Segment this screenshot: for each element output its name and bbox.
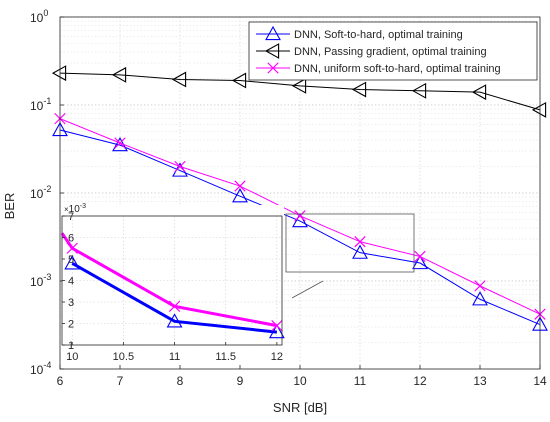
- legend-entry-dnn-uniform-soft-to-hard-optimal-training: DNN, uniform soft-to-hard, optimal train…: [256, 62, 501, 75]
- series-layer: [51, 65, 548, 331]
- inset-data-point: [168, 300, 181, 312]
- inset-series-dnn-soft-to-hard-optimal-training: [64, 255, 285, 339]
- zoom-connector-line: [291, 280, 324, 299]
- data-point: [351, 81, 367, 98]
- data-point: [231, 72, 247, 89]
- legend-label: DNN, Soft-to-hard, optimal training: [294, 29, 463, 41]
- x-tick-label: 11: [354, 374, 367, 388]
- legend-box: [248, 21, 538, 81]
- y-axis-label: BER: [2, 193, 17, 220]
- y-tick-label: 10-1: [30, 96, 51, 113]
- legend-marker: [267, 62, 279, 74]
- data-point: [292, 212, 308, 228]
- data-point: [354, 235, 366, 248]
- x-tick-label: 9: [237, 374, 244, 388]
- data-point: [531, 101, 547, 118]
- legend: DNN, Soft-to-hard, optimal training DNN, …: [248, 21, 538, 81]
- y-tick-label: 10-4: [30, 360, 51, 377]
- x-axis-label: SNR [dB]: [273, 400, 327, 415]
- inset-y-tick-label: 7: [68, 211, 74, 223]
- x-tick-label: 10: [293, 374, 307, 388]
- data-point: [174, 160, 186, 173]
- inset-x-tick-label: 10.5: [113, 351, 134, 363]
- legend-entry-dnn-passing-gradient-optimal-training: DNN, Passing gradient, optimal training: [256, 43, 487, 59]
- legend-label: DNN, uniform soft-to-hard, optimal train…: [294, 63, 501, 75]
- data-point: [234, 180, 246, 192]
- inset-multiplier: ×10-3: [64, 203, 86, 215]
- y-tick-label: 10-2: [30, 184, 51, 201]
- data-point: [294, 210, 306, 222]
- x-tick-label: 8: [177, 374, 184, 388]
- series-line: [59, 72, 541, 111]
- x-tick-label: 6: [57, 374, 64, 388]
- y-tick-label: 10-3: [30, 272, 51, 289]
- data-point: [111, 66, 127, 83]
- inset-data-point: [268, 323, 285, 339]
- inset-data-point: [166, 313, 183, 328]
- inset-data-point: [271, 319, 283, 332]
- inset-x-tick-label: 11: [169, 351, 180, 363]
- inset-y-tick-label: 2: [68, 319, 74, 331]
- x-tick-label: 14: [533, 374, 547, 388]
- inset-y-tick-labels: 1 2 3 4 5 6 7: [62, 211, 74, 352]
- inset-y-tick-label: 4: [68, 276, 74, 288]
- series-dnn-passing-gradient-optimal-training: [51, 65, 547, 118]
- inset-y-tick-label: 3: [68, 297, 74, 309]
- legend-marker: [265, 25, 281, 41]
- data-point: [51, 65, 67, 82]
- x-tick-labels: 6 7 8 9 10 11 12 13 14: [57, 365, 547, 388]
- inset-y-tick-label: 6: [68, 233, 74, 245]
- y-tick-label: 100: [30, 8, 48, 25]
- inset-x-tick-labels: 10 10.5 11 11.5 12: [66, 342, 283, 363]
- data-point: [232, 188, 248, 203]
- data-point: [472, 291, 488, 306]
- x-tick-label: 7: [117, 374, 124, 388]
- inset-x-tick-label: 10: [66, 351, 78, 363]
- data-point: [171, 71, 187, 88]
- legend-entry-dnn-soft-to-hard-optimal-training: DNN, Soft-to-hard, optimal training: [256, 25, 463, 41]
- legend-marker: [264, 43, 280, 59]
- data-point: [414, 250, 426, 263]
- inset-background: [62, 205, 284, 365]
- x-tick-label: 13: [473, 374, 487, 388]
- inset-x-tick-label: 12: [271, 351, 283, 363]
- inset-series-line: [71, 261, 278, 334]
- inset-series-line: [60, 232, 278, 328]
- zoom-region-box: [285, 213, 415, 273]
- inset-series-dnn-uniform-soft-to-hard-optimal-training: [60, 232, 283, 332]
- series-line: [59, 129, 541, 326]
- data-point: [474, 280, 486, 292]
- inset-x-tick-label: 11.5: [215, 351, 236, 363]
- data-point: [291, 77, 307, 94]
- inset-y-tick-label: 1: [68, 340, 74, 352]
- inset-data-point: [64, 255, 81, 270]
- legend-label: DNN, Passing gradient, optimal training: [294, 46, 487, 58]
- inset-y-tick-label: 5: [68, 254, 74, 266]
- data-point: [352, 244, 368, 259]
- data-point: [471, 84, 487, 101]
- data-point: [412, 254, 428, 270]
- x-tick-label: 12: [413, 374, 427, 388]
- data-point: [114, 137, 126, 149]
- inset-data-point: [66, 242, 78, 254]
- y-tick-labels: 10-4 10-3 10-2 10-1 100: [30, 8, 64, 377]
- inset-series-layer: [60, 232, 285, 339]
- data-point: [411, 82, 427, 99]
